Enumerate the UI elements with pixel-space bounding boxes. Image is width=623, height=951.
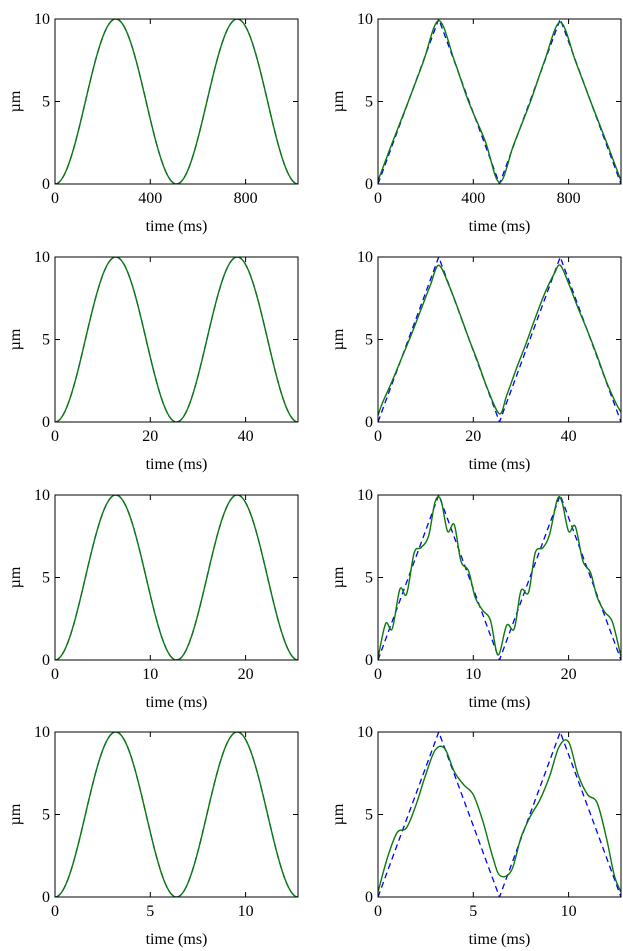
y-axis-label: µm [7,566,24,588]
x-tick-label: 0 [374,428,382,445]
y-axis-label: µm [330,90,347,112]
x-tick-label: 40 [238,428,254,445]
panel-row1-left: 0 400 800 0 5 10 time (ms) µm [7,11,299,235]
x-axis-label: time (ms) [469,218,531,235]
y-tick-label: 5 [42,332,50,349]
reference-series-line [378,19,621,184]
y-axis-label: µm [330,803,347,825]
panel-row2-left: 0 20 40 0 5 10 time (ms) µm [7,249,299,473]
axes-frame [377,494,622,661]
reference-series-line [378,257,621,422]
x-axis-label: time (ms) [146,218,208,235]
panel-row3-right: 0 10 20 0 5 10 time (ms) µm [330,487,622,711]
x-axis-label: time (ms) [469,931,531,948]
y-tick-label: 10 [34,249,50,266]
x-tick-label: 20 [142,428,158,445]
panel-row3-left: 0 10 20 0 5 10 time (ms) µm [7,487,299,711]
x-tick-label: 0 [374,666,382,683]
x-tick-label: 10 [238,903,254,920]
y-tick-label: 10 [357,11,373,28]
response-series-line [55,19,298,184]
response-series-line [55,732,298,897]
y-tick-label: 10 [357,249,373,266]
y-tick-label: 5 [365,94,373,111]
axes-frame [377,731,622,898]
y-tick-label: 10 [34,487,50,504]
response-series-line [378,739,621,893]
x-tick-label: 400 [138,190,162,207]
x-tick-label: 20 [561,666,577,683]
reference-series-line [55,257,298,422]
y-tick-label: 5 [365,807,373,824]
x-tick-label: 0 [51,190,59,207]
axes-frame [54,256,299,423]
y-tick-label: 5 [42,570,50,587]
panel-row1-right: 0 400 800 0 5 10 time (ms) µm [330,11,622,235]
x-tick-label: 10 [465,666,481,683]
response-series-line [55,257,298,422]
x-tick-label: 10 [142,666,158,683]
y-tick-label: 0 [365,889,373,906]
response-series-line [378,19,621,184]
reference-series-line [55,732,298,897]
x-axis-label: time (ms) [469,456,531,473]
response-series-line [378,495,621,659]
response-series-line [378,264,621,416]
y-tick-label: 0 [42,176,50,193]
x-tick-label: 0 [374,903,382,920]
x-tick-label: 5 [146,903,154,920]
axes-frame [54,731,299,898]
y-axis-label: µm [7,90,24,112]
x-tick-label: 0 [51,903,59,920]
response-series-line [55,495,298,660]
y-tick-label: 5 [365,570,373,587]
y-tick-label: 10 [34,11,50,28]
x-tick-label: 10 [561,903,577,920]
y-tick-label: 5 [42,807,50,824]
y-tick-label: 0 [42,889,50,906]
panel-row2-right: 0 20 40 0 5 10 time (ms) µm [330,249,622,473]
reference-series-line [55,19,298,184]
axes-frame [377,18,622,185]
y-axis-label: µm [330,328,347,350]
reference-series-line [378,732,621,897]
y-tick-label: 10 [357,487,373,504]
x-tick-label: 400 [461,190,485,207]
x-tick-label: 20 [465,428,481,445]
x-axis-label: time (ms) [146,931,208,948]
y-tick-label: 0 [365,414,373,431]
axes-frame [54,494,299,661]
y-tick-label: 0 [365,652,373,669]
axes-frame [54,18,299,185]
y-tick-label: 10 [357,724,373,741]
x-tick-label: 800 [234,190,258,207]
x-tick-label: 5 [469,903,477,920]
x-tick-label: 0 [51,428,59,445]
y-tick-label: 5 [42,94,50,111]
axes-frame [377,256,622,423]
panel-row4-right: 0 5 10 0 5 10 time (ms) µm [330,724,622,948]
x-axis-label: time (ms) [469,694,531,711]
x-tick-label: 800 [557,190,581,207]
y-axis-label: µm [330,566,347,588]
y-axis-label: µm [7,328,24,350]
x-axis-label: time (ms) [146,456,208,473]
x-axis-label: time (ms) [146,694,208,711]
y-tick-label: 0 [365,176,373,193]
x-tick-label: 40 [561,428,577,445]
x-tick-label: 0 [51,666,59,683]
y-axis-label: µm [7,803,24,825]
panel-row4-left: 0 5 10 0 5 10 time (ms) µm [7,724,299,948]
reference-series-line [378,495,621,660]
y-tick-label: 0 [42,652,50,669]
x-tick-label: 20 [238,666,254,683]
y-tick-label: 5 [365,332,373,349]
y-tick-label: 10 [34,724,50,741]
reference-series-line [55,495,298,660]
x-tick-label: 0 [374,190,382,207]
y-tick-label: 0 [42,414,50,431]
